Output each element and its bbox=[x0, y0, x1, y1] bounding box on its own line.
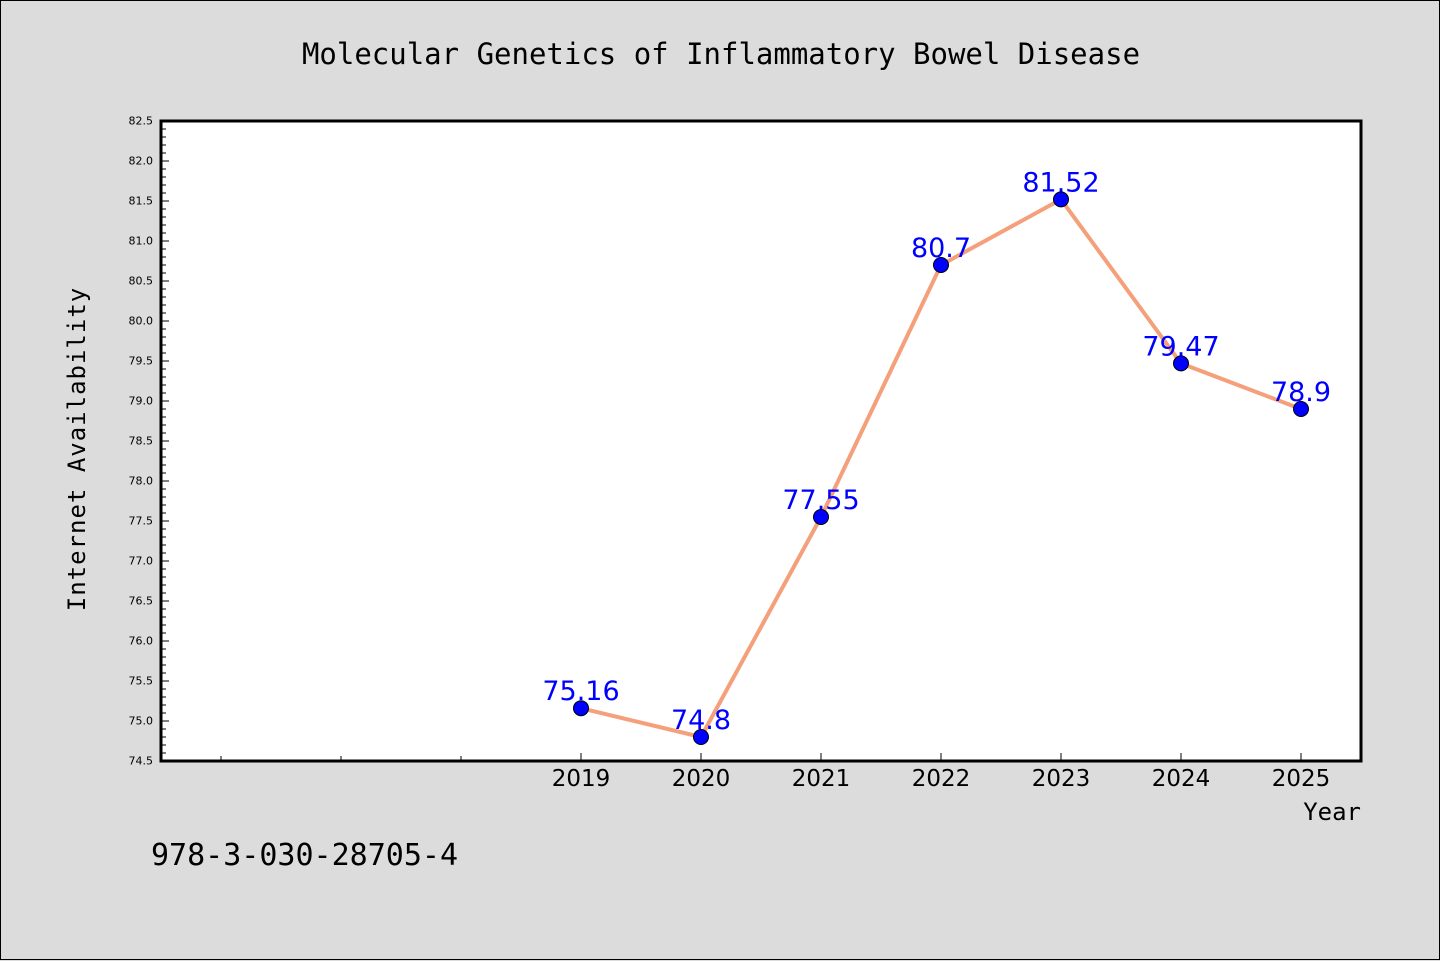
x-tick-label: 2024 bbox=[1152, 766, 1211, 792]
x-tick-label: 2020 bbox=[672, 766, 731, 792]
data-label: 78.9 bbox=[1271, 377, 1331, 408]
y-tick-label: 82.5 bbox=[129, 115, 154, 128]
data-labels: 75.16 74.8 77.55 80.7 81.52 79.47 78.9 bbox=[542, 167, 1331, 736]
data-point bbox=[1173, 355, 1189, 372]
plot-area bbox=[159, 119, 1363, 763]
y-tick-label: 77.0 bbox=[129, 555, 154, 568]
y-tick-label: 79.0 bbox=[129, 395, 154, 408]
x-tick-label: 2023 bbox=[1032, 766, 1091, 792]
data-label: 79.47 bbox=[1142, 331, 1219, 362]
chart-title: Molecular Genetics of Inflammatory Bowel… bbox=[302, 37, 1140, 71]
data-point bbox=[933, 257, 949, 273]
series-markers bbox=[573, 191, 1309, 745]
data-point bbox=[693, 729, 709, 745]
x-axis: 2019 2020 2021 2022 2023 2024 2025 bbox=[220, 753, 1331, 792]
y-tick-label: 78.0 bbox=[129, 475, 154, 488]
y-tick-label: 75.0 bbox=[129, 715, 154, 728]
data-label: 81.52 bbox=[1022, 167, 1099, 198]
y-tick-label: 76.5 bbox=[129, 595, 154, 608]
x-tick-label: 2019 bbox=[552, 766, 611, 792]
data-label: 77.55 bbox=[782, 485, 859, 516]
y-tick-label: 82.0 bbox=[129, 155, 154, 168]
y-axis-label: Internet Availability bbox=[63, 287, 91, 611]
data-point bbox=[573, 700, 589, 717]
y-tick-label: 79.5 bbox=[129, 355, 154, 368]
data-label: 74.8 bbox=[671, 705, 731, 736]
x-tick-label: 2025 bbox=[1272, 766, 1331, 792]
x-tick-label: 2022 bbox=[912, 766, 971, 792]
y-tick-label: 74.5 bbox=[129, 755, 154, 768]
y-tick-label: 78.5 bbox=[129, 435, 154, 448]
y-tick-label: 81.0 bbox=[129, 235, 154, 248]
x-tick-label: 2021 bbox=[792, 766, 851, 792]
x-axis-label: Year bbox=[1303, 798, 1361, 826]
data-point bbox=[813, 509, 829, 525]
data-point bbox=[1293, 401, 1309, 417]
data-label: 80.7 bbox=[911, 233, 971, 264]
data-point bbox=[1053, 191, 1069, 208]
y-axis: 74.5 75.0 75.5 76.0 76.5 77.0 77.5 78.0 78.5 79.0… bbox=[129, 115, 169, 768]
y-tick-label: 81.5 bbox=[129, 195, 154, 208]
y-tick-label: 80.0 bbox=[129, 315, 154, 328]
y-tick-label: 77.5 bbox=[129, 515, 154, 528]
y-tick-label: 76.0 bbox=[129, 635, 154, 648]
data-label: 75.16 bbox=[542, 676, 619, 707]
isbn-text: 978-3-030-28705-4 bbox=[151, 838, 458, 873]
y-tick-label: 75.5 bbox=[129, 675, 154, 688]
y-tick-label: 80.5 bbox=[129, 275, 154, 288]
